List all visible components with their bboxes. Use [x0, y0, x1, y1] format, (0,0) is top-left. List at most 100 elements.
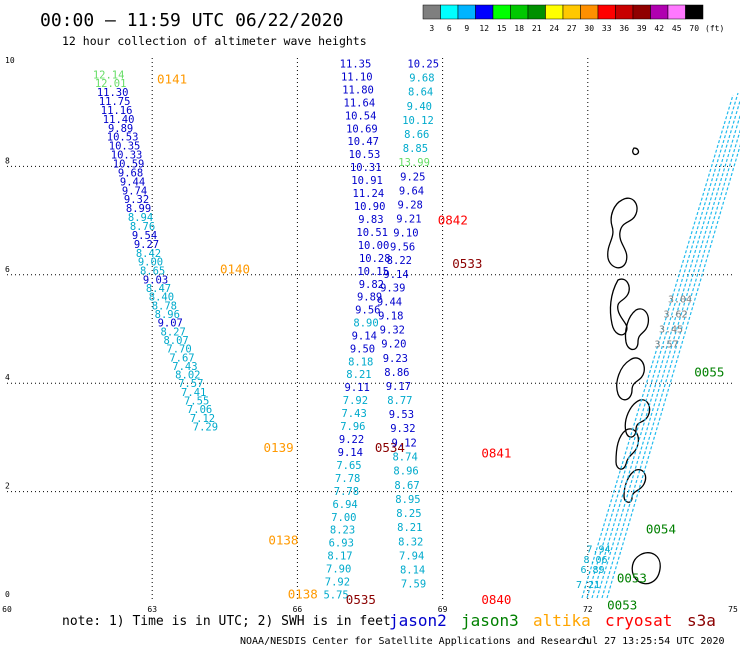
x-tick-label: 72: [583, 605, 593, 614]
legend-entry: cryosat: [605, 611, 672, 630]
colorbar-label: 15: [497, 24, 507, 33]
swh-value-label: 6.93: [329, 538, 354, 550]
swh-value-label: 8.85: [403, 143, 428, 155]
swh-value-label: 7.55: [184, 396, 209, 408]
swh-value-label: 8.94: [128, 212, 153, 224]
island-outline: [631, 552, 661, 585]
colorbar-label: 45: [672, 24, 682, 33]
time-label: 0053: [607, 597, 637, 612]
swh-value-label: 7.70: [166, 344, 191, 356]
y-tick-label: 8: [5, 156, 10, 165]
island-outline: [616, 357, 645, 401]
swh-value-label: 8.96: [393, 466, 418, 478]
swh-value-label: 8.25: [396, 508, 421, 520]
y-tick-label: 4: [5, 373, 10, 382]
swh-value-label: 10.53: [349, 149, 381, 161]
swath-value-label: 7.21: [576, 580, 600, 591]
swh-value-label: 8.64: [408, 87, 433, 99]
colorbar-swatch: [685, 4, 704, 20]
swh-value-label: 7.43: [341, 408, 366, 420]
swh-value-label: 8.76: [130, 221, 155, 233]
colorbar-swatch: [667, 4, 686, 20]
colorbar-swatch: [597, 4, 616, 20]
swh-value-label: 8.21: [397, 522, 422, 534]
swh-value-label: 12.14: [93, 69, 125, 81]
swh-value-label: 7.67: [169, 352, 194, 364]
colorbar-swatch: [562, 4, 581, 20]
swh-value-label: 8.32: [398, 536, 423, 548]
swh-value-label: 8.27: [161, 326, 186, 338]
swh-value-label: 9.03: [143, 274, 168, 286]
swh-value-label: 8.14: [400, 565, 425, 577]
swh-value-label: 8.47: [146, 283, 171, 295]
swh-value-label: 7.94: [399, 550, 424, 562]
colorbar-swatch: [580, 4, 599, 20]
swh-value-label: 10.59: [113, 159, 145, 171]
legend-entry: jason2: [389, 611, 447, 630]
swh-value-label: 7.29: [193, 422, 218, 434]
swh-value-label: 8.95: [395, 494, 420, 506]
colorbar-label: 24: [549, 24, 559, 33]
swh-value-label: 8.23: [330, 525, 355, 537]
colorbar-label: 21: [532, 24, 542, 33]
legend-entry: jason3: [461, 611, 519, 630]
swh-value-label: 8.65: [140, 266, 165, 278]
swh-value-label: 8.18: [348, 356, 373, 368]
colorbar-label: 30: [584, 24, 594, 33]
swh-value-label: 9.68: [409, 73, 434, 85]
swh-value-label: 7.41: [181, 387, 206, 399]
swh-value-label: 10.53: [107, 132, 139, 144]
y-tick-label: 2: [5, 482, 10, 491]
time-label: 0139: [264, 440, 294, 455]
swh-value-label: 9.39: [380, 283, 405, 295]
swh-value-label: 10.91: [351, 175, 383, 187]
x-tick-label: 60: [2, 605, 12, 614]
swh-value-label: 9.56: [390, 241, 415, 253]
footer-note: note: 1) Time is in UTC; 2) SWH is in fe…: [62, 614, 391, 629]
swh-value-label: 8.96: [155, 309, 180, 321]
colorbar-swatch: [492, 4, 511, 20]
swh-value-label: 11.64: [344, 97, 376, 109]
plot-area: 60 63 66 69 72 75 0 2 4 6 8 10 3.62 3.45 3.57 3.04 7.21 6…: [2, 56, 740, 614]
swh-value-label: 11.10: [341, 71, 373, 83]
island-outline: [615, 428, 640, 470]
y-tick-label: 6: [5, 265, 10, 274]
time-label: 0053: [617, 570, 647, 585]
x-tick-label: 69: [438, 605, 448, 614]
swh-value-label: 9.53: [389, 409, 414, 421]
swh-value-label: 8.22: [387, 255, 412, 267]
colorbar-swatch: [650, 4, 669, 20]
island-outline: [624, 308, 650, 351]
swh-value-label: 10.25: [407, 58, 439, 70]
swh-value-label: 9.18: [378, 310, 403, 322]
swh-value-label: 10.54: [345, 110, 377, 122]
swath-value-label: 8.06: [583, 555, 607, 566]
swh-value-label: 11.30: [97, 87, 129, 99]
swh-value-label: 8.21: [346, 369, 371, 381]
time-label: 0535: [346, 592, 376, 607]
swh-value-label: 7.96: [340, 421, 365, 433]
swh-value-label: 9.44: [377, 296, 402, 308]
swh-value-label: 9.64: [399, 185, 424, 197]
colorbar-label: 42: [654, 24, 664, 33]
swh-value-label: 9.22: [339, 434, 364, 446]
swh-value-label: 10.35: [109, 141, 141, 153]
swh-value-label: 9.89: [108, 123, 133, 135]
swh-value-label: 9.50: [350, 343, 375, 355]
swh-value-label: 11.80: [342, 84, 374, 96]
swh-value-label: 9.32: [380, 325, 405, 337]
time-label: 0055: [694, 364, 724, 379]
swh-value-label: 9.28: [398, 200, 423, 212]
y-tick-label: 10: [5, 56, 15, 65]
colorbar-swatch: [632, 4, 651, 20]
time-label: 0840: [481, 592, 511, 607]
swh-value-label: 8.77: [387, 395, 412, 407]
swh-value-label: 7.06: [187, 404, 212, 416]
swh-value-label: 7.00: [331, 512, 356, 524]
colorbar-label: 70: [689, 24, 699, 33]
swh-value-label: 7.78: [334, 486, 359, 498]
swh-value-label: 7.65: [336, 460, 361, 472]
swath-line: [596, 113, 740, 599]
y-tick-label: 0: [5, 590, 10, 599]
